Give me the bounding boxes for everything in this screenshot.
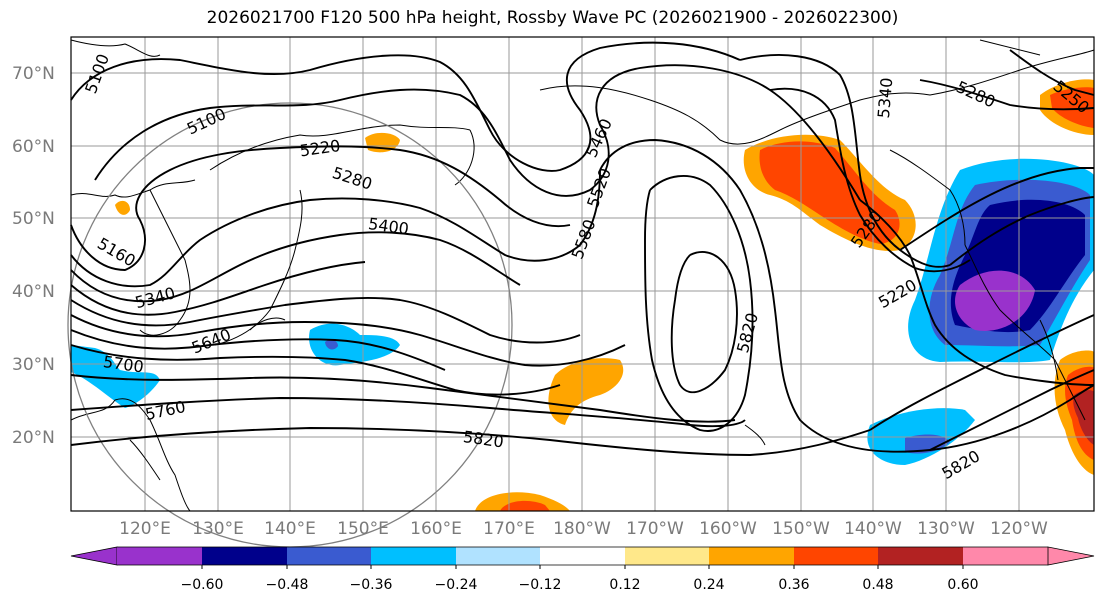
lat-label: 50°N: [12, 209, 55, 229]
lon-label: 140°E: [264, 519, 316, 539]
lon-label: 130°E: [192, 519, 244, 539]
colorbar-segment: [794, 547, 878, 565]
map-frame: [70, 36, 1095, 512]
colorbar-tick-label: −0.12: [519, 577, 562, 593]
colorbar-segment: [540, 547, 625, 565]
colorbar-segment: [709, 547, 794, 565]
lon-label: 130°W: [917, 519, 975, 539]
colorbar-tick-label: 0.48: [862, 577, 893, 593]
colorbar-tick-label: −0.24: [435, 577, 478, 593]
contour-label: 5340: [874, 77, 896, 119]
colorbar-segment: [625, 547, 709, 565]
colorbar-segment: [287, 547, 371, 565]
lat-label: 40°N: [12, 282, 55, 302]
lon-label: 120°W: [990, 519, 1048, 539]
colorbar-tick-label: −0.60: [181, 577, 224, 593]
colorbar-segment: [456, 547, 540, 565]
colorbar: −0.60 −0.48 −0.36 −0.24 −0.12 0.12 0.24 …: [70, 546, 1095, 593]
colorbar-tick-label: 0.60: [947, 577, 978, 593]
colorbar-tick-label: −0.36: [350, 577, 393, 593]
latitude-labels: 70°N 60°N 50°N 40°N 30°N 20°N: [12, 64, 55, 448]
colorbar-segment: [878, 547, 963, 565]
lon-label: 150°E: [337, 519, 389, 539]
lon-label: 170°E: [483, 519, 535, 539]
lon-label: 160°W: [699, 519, 757, 539]
graticule: [71, 37, 1094, 511]
lon-label: 120°E: [119, 519, 171, 539]
lon-label: 180°W: [553, 519, 611, 539]
colorbar-segment: [202, 547, 287, 565]
height-contours: [70, 41, 1095, 456]
lat-label: 20°N: [12, 428, 55, 448]
lon-label: 140°W: [844, 519, 902, 539]
colorbar-tick-label: 0.12: [609, 577, 640, 593]
colorbar-segment: [70, 546, 118, 566]
lon-label: 150°W: [772, 519, 830, 539]
colorbar-segment: [1047, 546, 1095, 566]
lon-label: 170°W: [626, 519, 684, 539]
colorbar-segment: [963, 547, 1048, 565]
map-title: 2026021700 F120 500 hPa height, Rossby W…: [206, 8, 899, 28]
lat-label: 60°N: [12, 137, 55, 157]
colorbar-tick-label: 0.36: [778, 577, 809, 593]
colorbar-segment: [117, 547, 202, 565]
lat-label: 30°N: [12, 355, 55, 375]
lon-label: 160°E: [410, 519, 462, 539]
colorbar-tick-label: 0.24: [693, 577, 724, 593]
longitude-labels: 120°E 130°E 140°E 150°E 160°E 170°E 180°…: [119, 519, 1048, 539]
colorbar-tick-label: −0.48: [266, 577, 309, 593]
coastlines: [70, 39, 1095, 512]
lat-label: 70°N: [12, 64, 55, 84]
colorbar-segment: [371, 547, 456, 565]
